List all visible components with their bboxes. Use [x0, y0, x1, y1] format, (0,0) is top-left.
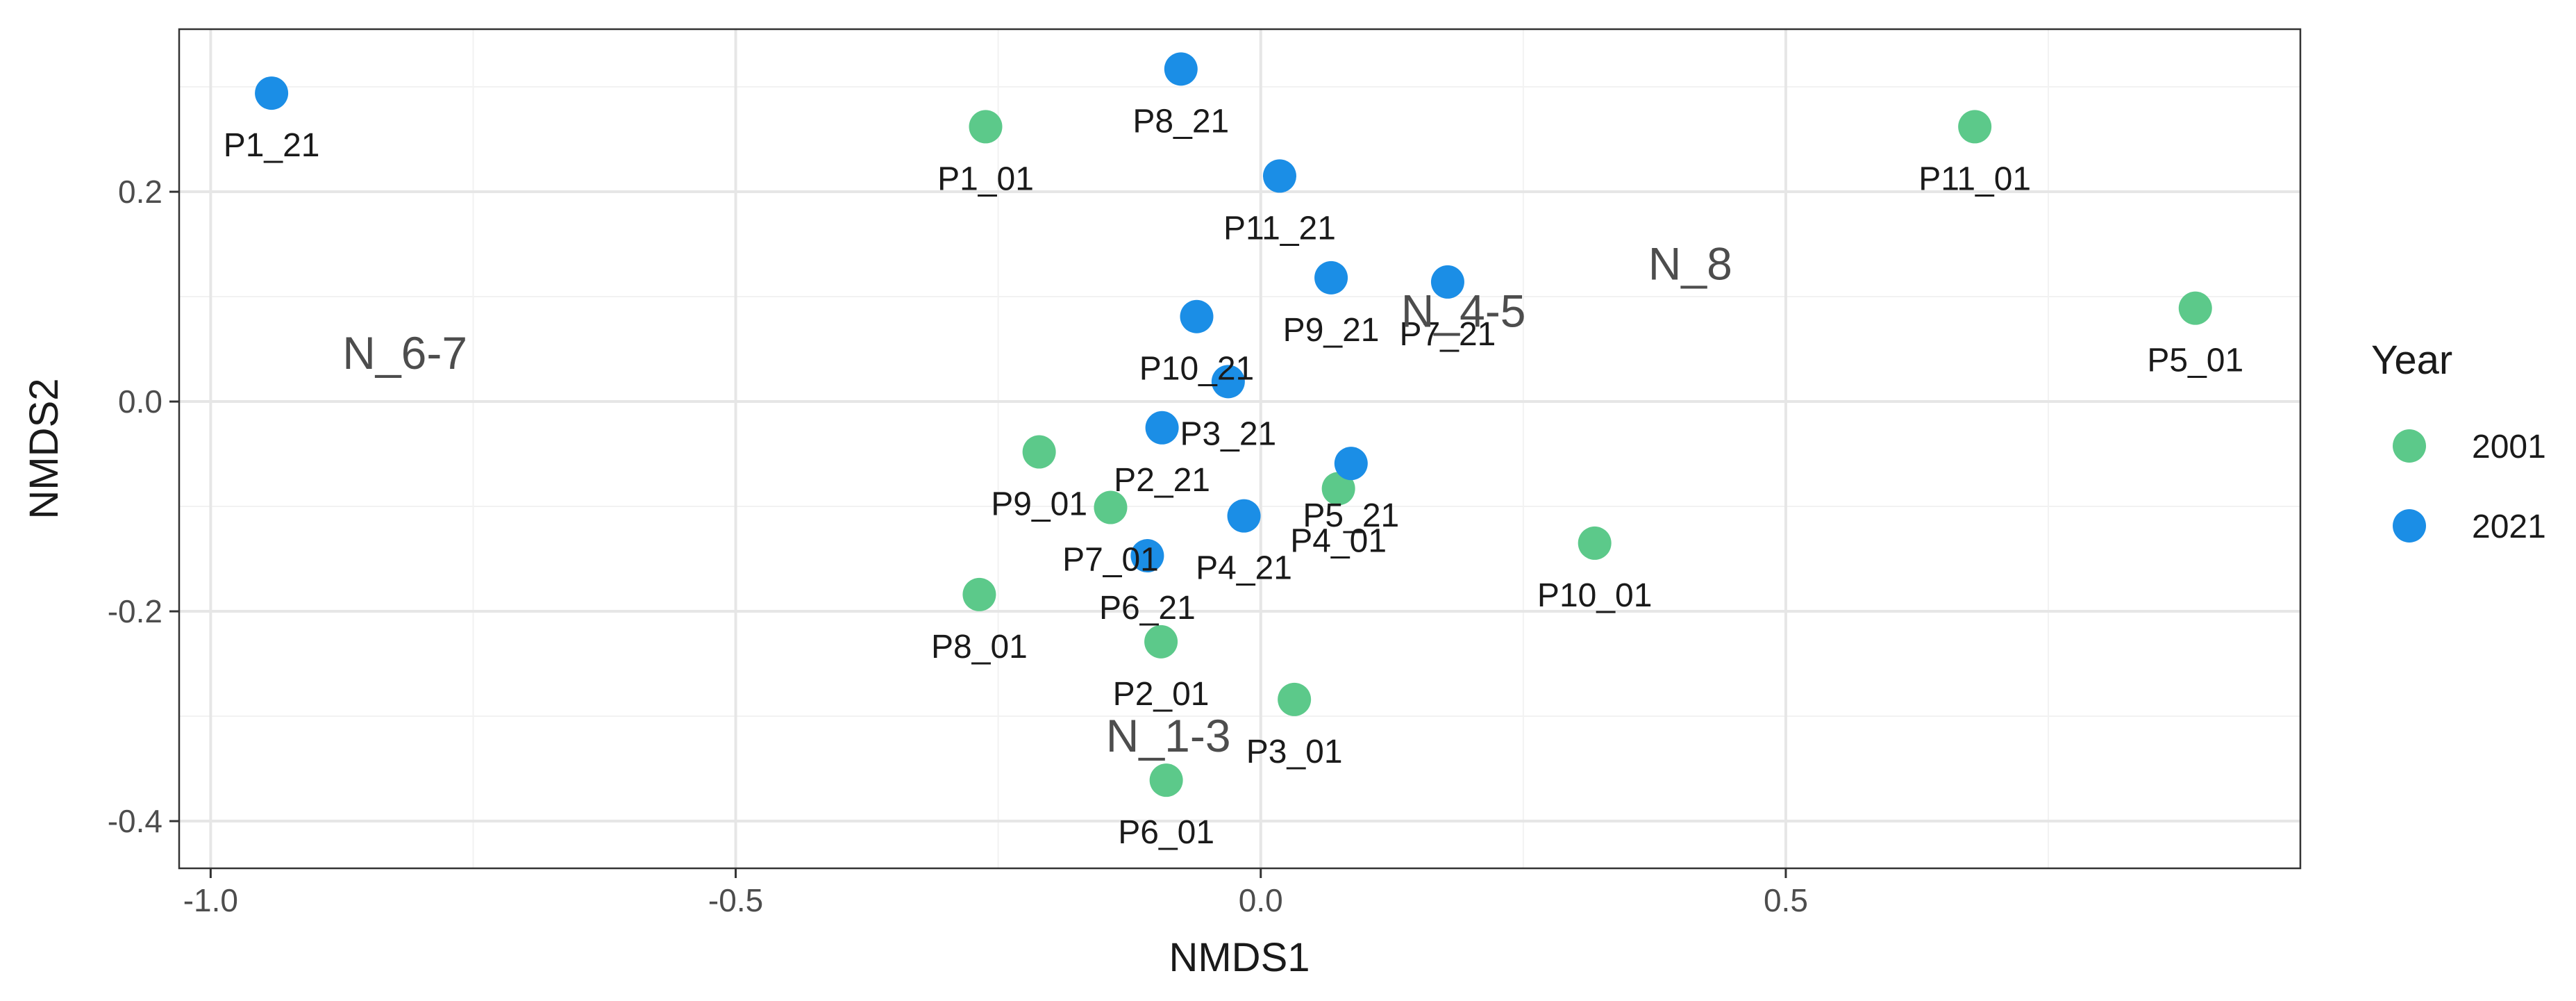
x-tick-label: -0.5: [708, 882, 763, 918]
point-label-p7_01: P7_01: [1062, 542, 1159, 579]
data-point-p2_21: [1145, 411, 1179, 445]
point-label-p2_01: P2_01: [1113, 676, 1210, 713]
x-tick-label: 0.5: [1764, 882, 1808, 918]
y-tick-label: -0.4: [108, 803, 162, 839]
data-points: [255, 52, 2212, 797]
point-label-p9_01: P9_01: [991, 486, 1087, 523]
data-point-p6_01: [1149, 763, 1183, 797]
data-point-p5_01: [2178, 291, 2212, 325]
point-label-p5_21: P5_21: [1303, 497, 1399, 534]
data-point-p8_21: [1164, 52, 1198, 86]
data-point-p6_21: [1130, 539, 1164, 573]
data-point-p1_21: [255, 76, 289, 110]
point-label-p1_01: P1_01: [937, 160, 1034, 197]
data-point-p4_21: [1227, 499, 1261, 533]
data-point-p10_01: [1578, 526, 1612, 560]
plot-panel: [179, 29, 2300, 868]
group-label-n-8: N_8: [1648, 238, 1732, 290]
data-point-p4_01: [1321, 472, 1355, 506]
point-label-p1_21: P1_21: [224, 127, 320, 164]
point-label-p3_01: P3_01: [1246, 734, 1343, 770]
x-axis-title: NMDS1: [1169, 935, 1310, 980]
point-label-p6_01: P6_01: [1118, 814, 1214, 851]
data-point-p11_21: [1262, 159, 1296, 193]
grid-lines: [179, 29, 2300, 868]
y-tick-label: 0.2: [118, 174, 162, 210]
group-label-n-6-7: N_6-7: [342, 327, 467, 379]
point-label-p5_01: P5_01: [2147, 342, 2243, 379]
group-labels: N_6-7 N_4-5 N_8 N_1-3: [342, 238, 1732, 761]
point-label-p3_21: P3_21: [1180, 415, 1276, 452]
legend-label-2001: 2001: [2472, 429, 2546, 465]
point-label-p4_21: P4_21: [1196, 550, 1292, 587]
data-point-p2_01: [1144, 624, 1178, 659]
data-point-p3_21: [1211, 365, 1245, 399]
x-tick-label: -1.0: [183, 882, 238, 918]
data-point-p1_01: [969, 110, 1003, 144]
plot-border: [178, 28, 2302, 870]
data-point-p7_21: [1430, 265, 1464, 299]
data-point-p11_01: [1958, 110, 1992, 144]
point-label-p8_21: P8_21: [1132, 103, 1229, 140]
y-tick-label: -0.2: [108, 593, 162, 629]
legend-entries: 2001 2021: [2393, 429, 2546, 545]
legend-title: Year: [2371, 338, 2452, 383]
point-label-p10_01: P10_01: [1537, 577, 1653, 614]
x-tick-label: 0.0: [1239, 882, 1283, 918]
point-label-p10_21: P10_21: [1139, 351, 1255, 388]
data-point-p3_01: [1278, 682, 1312, 716]
group-label-n-1-3: N_1-3: [1106, 710, 1231, 761]
point-label-p2_21: P2_21: [1114, 462, 1210, 499]
point-labels: P1_01 P11_01 P5_01 P9_01 P7_01 P8_01 P2_01 P4_0…: [224, 103, 2243, 851]
point-label-p8_01: P8_01: [931, 629, 1028, 665]
legend: Year 2001 2021: [2371, 338, 2546, 545]
data-point-p9_01: [1022, 435, 1056, 469]
data-point-p10_21: [1180, 299, 1214, 333]
data-point-p8_01: [962, 577, 996, 611]
y-tick-label: 0.0: [118, 383, 162, 420]
point-label-p11_01: P11_01: [1918, 160, 2031, 197]
point-label-p6_21: P6_21: [1099, 590, 1196, 627]
data-point-p7_01: [1094, 490, 1128, 524]
axes: -1.0 -0.5 0.0 0.5 -0.4 -0.2 0.0 0.2: [108, 174, 1808, 918]
point-label-p9_21: P9_21: [1283, 312, 1380, 349]
legend-key-2001: [2393, 429, 2426, 463]
point-label-p11_21: P11_21: [1223, 210, 1336, 247]
point-label-p4_01: P4_01: [1290, 522, 1387, 559]
legend-label-2021: 2021: [2472, 508, 2546, 545]
y-axis-title: NMDS2: [22, 378, 67, 519]
data-point-p9_21: [1314, 260, 1348, 295]
legend-key-2021: [2393, 509, 2426, 543]
point-label-p7_21: P7_21: [1400, 316, 1496, 353]
data-point-p5_21: [1334, 447, 1368, 481]
group-label-n-4-5: N_4-5: [1401, 286, 1526, 337]
